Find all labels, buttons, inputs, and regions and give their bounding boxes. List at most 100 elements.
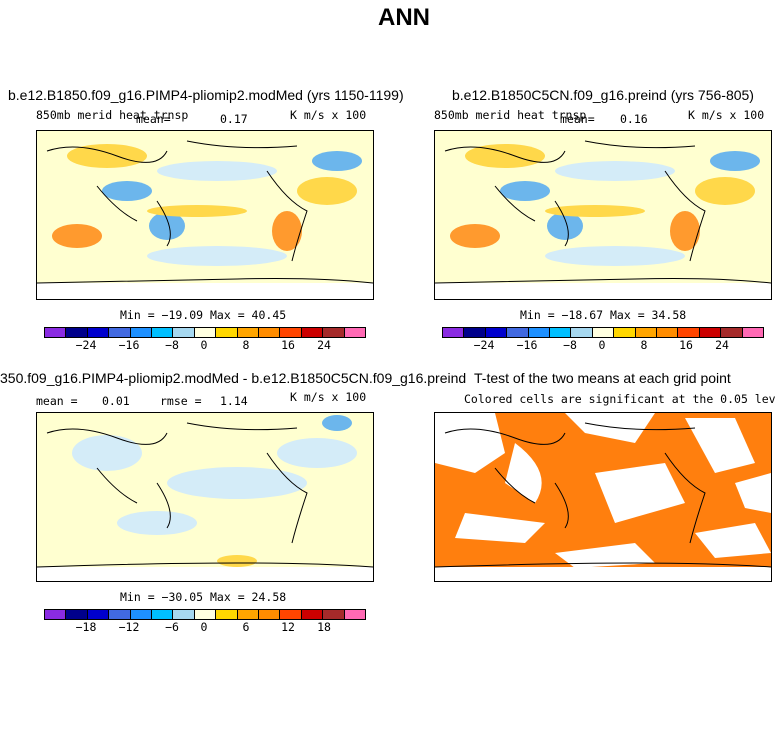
colorbar-swatch bbox=[173, 610, 195, 619]
panel1-title: b.e12.B1850.f09_g16.PIMP4-pliomip2.modMe… bbox=[8, 87, 404, 103]
panel3-units: K m/s x 100 bbox=[290, 390, 367, 404]
panel3-tick: 6 bbox=[242, 620, 250, 634]
panel3-map bbox=[36, 412, 374, 582]
colorbar-swatch bbox=[443, 328, 465, 337]
panel1-subtitle: 850mb merid heat trnsp bbox=[36, 108, 189, 122]
colorbar-swatch bbox=[259, 328, 281, 337]
panel4-subtitle: Colored cells are significant at the 0.0… bbox=[464, 392, 775, 406]
panel2-field-anomalies bbox=[450, 144, 760, 266]
colorbar-swatch bbox=[66, 610, 88, 619]
panel1-field-anomalies bbox=[52, 144, 362, 266]
colorbar-swatch bbox=[216, 610, 238, 619]
colorbar-swatch bbox=[301, 328, 324, 337]
colorbar-swatch bbox=[344, 610, 366, 619]
panel3-title: 350.f09_g16.PIMP4-pliomip2.modMed - b.e1… bbox=[0, 370, 467, 386]
panel3-colorbar bbox=[44, 609, 366, 620]
colorbar-swatch bbox=[742, 328, 764, 337]
colorbar-swatch bbox=[485, 328, 508, 337]
panel4-nonsignificant-regions bbox=[435, 413, 771, 568]
colorbar-swatch bbox=[280, 328, 302, 337]
panel1-map bbox=[36, 130, 374, 300]
colorbar-swatch bbox=[237, 328, 260, 337]
panel1-coastlines bbox=[46, 140, 373, 292]
panel1-units: K m/s x 100 bbox=[290, 108, 367, 122]
colorbar-swatch bbox=[152, 328, 174, 337]
colorbar-swatch bbox=[280, 610, 302, 619]
panel1-tick: 16 bbox=[281, 338, 295, 352]
panel3-coastlines bbox=[46, 422, 308, 544]
colorbar-swatch bbox=[87, 610, 110, 619]
colorbar-swatch bbox=[130, 328, 153, 337]
colorbar-swatch bbox=[216, 328, 238, 337]
panel1-minmax: Min = −19.09 Max = 40.45 bbox=[120, 308, 287, 322]
panel3-mean-label: mean = bbox=[36, 394, 78, 408]
panel2-tick: 0 bbox=[598, 338, 606, 352]
colorbar-swatch bbox=[528, 328, 551, 337]
panel3-rmse-label: rmse = bbox=[160, 394, 202, 408]
colorbar-swatch bbox=[657, 328, 679, 337]
panel3-minmax: Min = −30.05 Max = 24.58 bbox=[120, 590, 287, 604]
colorbar-swatch bbox=[87, 328, 110, 337]
panel2-tick: −8 bbox=[563, 338, 577, 352]
colorbar-swatch bbox=[323, 610, 345, 619]
panel4-map bbox=[434, 412, 772, 582]
colorbar-swatch bbox=[699, 328, 722, 337]
panel2-units: K m/s x 100 bbox=[688, 108, 765, 122]
colorbar-swatch bbox=[614, 328, 636, 337]
colorbar-swatch bbox=[194, 328, 217, 337]
panel3-tick: 12 bbox=[281, 620, 295, 634]
panel3-tick: −18 bbox=[75, 620, 97, 634]
panel3-rmse-value: 1.14 bbox=[220, 394, 248, 408]
panel4-coastlines bbox=[444, 422, 706, 544]
colorbar-swatch bbox=[66, 328, 88, 337]
panel1-tick: 24 bbox=[317, 338, 331, 352]
panel2-minmax: Min = −18.67 Max = 34.58 bbox=[520, 308, 687, 322]
panel2-mean-label: mean= bbox=[560, 112, 595, 126]
colorbar-swatch bbox=[45, 610, 67, 619]
panel3-mean-value: 0.01 bbox=[102, 394, 130, 408]
panel2-subtitle: 850mb merid heat trnsp bbox=[434, 108, 587, 122]
panel1-tick: −16 bbox=[118, 338, 140, 352]
colorbar-swatch bbox=[109, 610, 131, 619]
colorbar-swatch bbox=[592, 328, 615, 337]
colorbar-swatch bbox=[259, 610, 281, 619]
panel1-mean-value: 0.17 bbox=[220, 112, 248, 126]
colorbar-swatch bbox=[550, 328, 572, 337]
panel2-tick: 8 bbox=[640, 338, 648, 352]
panel1-tick: 0 bbox=[200, 338, 208, 352]
colorbar-swatch bbox=[571, 328, 593, 337]
panel2-tick: −24 bbox=[473, 338, 495, 352]
panel3-tick: −12 bbox=[118, 620, 140, 634]
colorbar-swatch bbox=[507, 328, 529, 337]
colorbar-swatch bbox=[635, 328, 658, 337]
colorbar-swatch bbox=[130, 610, 153, 619]
panel1-tick: 8 bbox=[242, 338, 250, 352]
colorbar-swatch bbox=[344, 328, 366, 337]
panel4-title: T-test of the two means at each grid poi… bbox=[474, 370, 731, 386]
panel1-tick: −8 bbox=[165, 338, 179, 352]
panel3-tick: −6 bbox=[165, 620, 179, 634]
panel3-tick: 0 bbox=[200, 620, 208, 634]
colorbar-swatch bbox=[464, 328, 486, 337]
colorbar-swatch bbox=[323, 328, 345, 337]
page-title: ANN bbox=[378, 4, 430, 31]
panel2-title: b.e12.B1850C5CN.f09_g16.preind (yrs 756-… bbox=[452, 87, 754, 103]
colorbar-swatch bbox=[173, 328, 195, 337]
panel2-tick: 24 bbox=[715, 338, 729, 352]
panel2-colorbar bbox=[442, 327, 764, 338]
colorbar-swatch bbox=[45, 328, 67, 337]
panel1-mean-label: mean= bbox=[136, 112, 171, 126]
panel2-mean-value: 0.16 bbox=[620, 112, 648, 126]
panel2-coastlines bbox=[444, 140, 706, 262]
panel2-tick: −16 bbox=[516, 338, 538, 352]
colorbar-swatch bbox=[194, 610, 217, 619]
colorbar-swatch bbox=[237, 610, 260, 619]
colorbar-swatch bbox=[109, 328, 131, 337]
panel2-tick: 16 bbox=[679, 338, 693, 352]
colorbar-swatch bbox=[678, 328, 700, 337]
panel2-map bbox=[434, 130, 772, 300]
panel3-field-anomalies bbox=[72, 415, 357, 567]
colorbar-swatch bbox=[152, 610, 174, 619]
panel1-tick: −24 bbox=[75, 338, 97, 352]
panel3-tick: 18 bbox=[317, 620, 331, 634]
